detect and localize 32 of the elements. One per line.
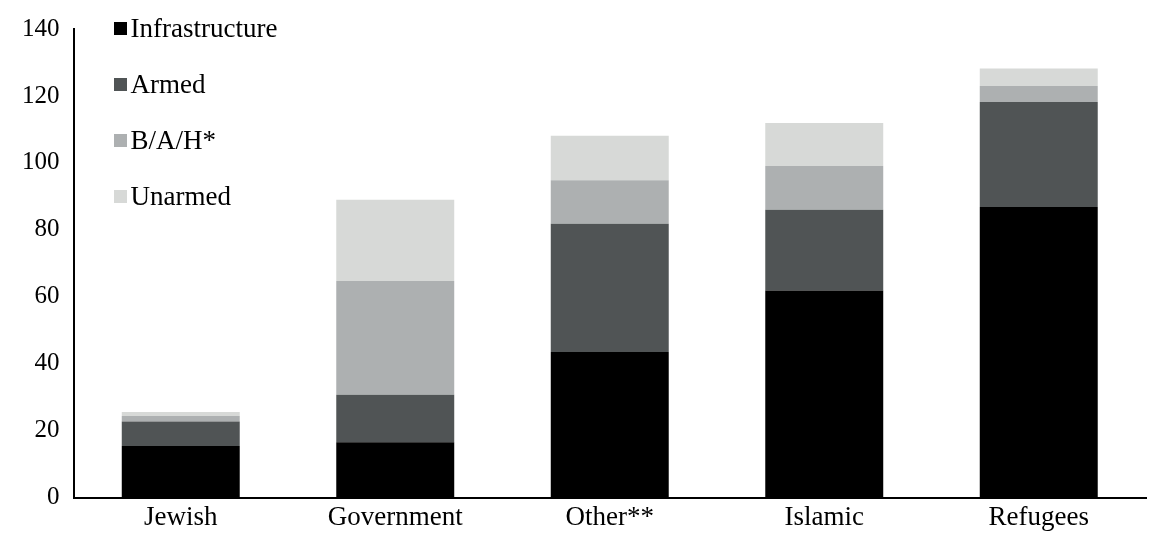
legend-label: Infrastructure [130,13,278,43]
x-tick-label: Other** [565,500,654,531]
bar [336,199,455,282]
bar [550,223,669,352]
bar [121,411,240,416]
y-tick-label: 100 [22,147,60,175]
bar [979,101,1098,208]
bar [336,281,455,395]
y-tick-label: 40 [34,348,60,376]
y-tick-label: 20 [34,415,60,443]
y-tick-label: 60 [34,281,60,309]
bar [765,165,884,210]
bar [979,85,1098,102]
x-tick-label: Islamic [784,500,864,531]
y-tick-label: 120 [22,80,60,108]
x-tick-label: Government [327,500,464,531]
legend-label: Armed [130,69,206,99]
y-tick-label: 140 [22,13,60,41]
bar [765,123,884,166]
legend-label: Unarmed [130,181,231,211]
bar [765,209,884,291]
bar [336,394,455,443]
bar [121,415,240,422]
y-tick-label: 0 [47,482,60,510]
x-tick-label: Refugees [988,500,1089,531]
y-tick-label: 80 [34,214,60,242]
x-tick-label: Jewish [144,500,218,531]
bar [550,135,669,181]
bar [121,421,240,447]
bar [550,180,669,224]
legend-label: B/A/H* [130,125,217,155]
bar [979,68,1098,86]
